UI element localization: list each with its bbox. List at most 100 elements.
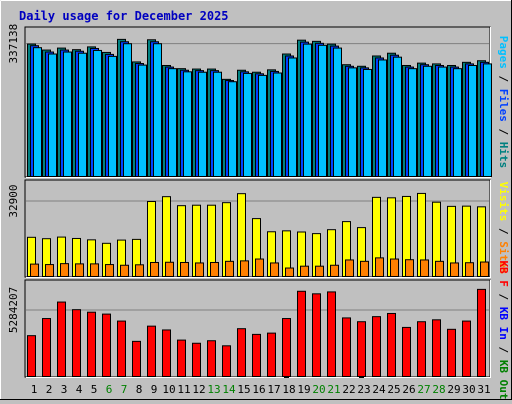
y-tick-label: 5284207	[7, 287, 20, 333]
bar-pages-day-16	[258, 74, 267, 177]
bar-sites-day-27	[420, 259, 429, 278]
bar-sites-day-6	[105, 264, 114, 278]
day-label-18: 18	[282, 383, 295, 396]
bars	[27, 38, 492, 178]
panel-hits-files-pages: 337138 Pages / Files / Hits	[7, 24, 510, 178]
bar-sites-day-25	[390, 258, 399, 277]
bar-kb-f-day-19	[297, 290, 306, 377]
bar-kb-f-day-12	[192, 342, 201, 378]
legend-files: Files	[497, 89, 510, 122]
day-label-9: 9	[151, 383, 158, 396]
legend-kb-in: KB In	[497, 307, 510, 340]
bar-kb-f-day-16	[252, 333, 261, 377]
bar-sites-day-18	[285, 267, 294, 277]
bar-pages-day-14	[228, 81, 237, 177]
day-label-28: 28	[432, 383, 445, 396]
day-label-1: 1	[31, 383, 38, 396]
bar-sites-day-20	[315, 265, 324, 277]
day-label-22: 22	[342, 383, 355, 396]
bar-sites-day-30	[465, 262, 474, 278]
bar-pages-day-7	[123, 43, 132, 177]
bar-kb-in-day-18	[284, 375, 289, 378]
bar-pages-day-12	[198, 71, 207, 177]
y-tick-label: 337138	[7, 24, 20, 64]
bar-sites-day-31	[480, 261, 489, 277]
bar-pages-day-2	[48, 53, 57, 177]
bar-sites-day-10	[165, 261, 174, 277]
bar-sites-day-11	[180, 261, 189, 278]
bar-kb-f-day-18	[282, 318, 291, 377]
day-label-16: 16	[252, 383, 265, 396]
bar-sites-day-15	[240, 260, 249, 278]
bar-pages-day-17	[273, 72, 282, 177]
day-label-11: 11	[177, 383, 190, 396]
chart-title: Daily usage for December 2025	[19, 9, 229, 23]
series-legend: Visits / Sites	[497, 182, 510, 275]
day-label-21: 21	[327, 383, 340, 396]
bar-pages-day-4	[78, 52, 87, 177]
bar-kb-f-day-31	[477, 288, 486, 378]
bar-kb-f-day-14	[222, 345, 231, 378]
legend-separator: /	[497, 287, 510, 307]
bar-kb-f-day-17	[267, 332, 276, 377]
bar-kb-f-day-10	[162, 329, 171, 378]
day-label-31: 31	[477, 383, 490, 396]
bar-kb-f-day-5	[87, 311, 96, 377]
day-label-23: 23	[357, 383, 370, 396]
bar-sites-day-2	[45, 264, 54, 278]
bar-pages-day-28	[438, 66, 447, 177]
legend-pages: Pages	[497, 36, 510, 69]
day-label-3: 3	[61, 383, 68, 396]
bar-pages-day-25	[393, 56, 402, 177]
bar-kb-f-day-23	[357, 321, 366, 377]
bar-kb-f-day-8	[132, 340, 141, 377]
day-label-17: 17	[267, 383, 280, 396]
legend-separator: /	[497, 340, 510, 360]
day-label-2: 2	[46, 383, 53, 396]
legend-visits: Visits	[497, 182, 510, 222]
day-label-24: 24	[372, 383, 386, 396]
day-label-25: 25	[387, 383, 400, 396]
panel-kbf-kbin-kbout: 5284207 KB F / KB In / KB Out	[7, 260, 510, 399]
bar-sites-day-4	[75, 263, 84, 277]
bar-pages-day-13	[213, 71, 222, 177]
bar-pages-day-1	[33, 47, 42, 178]
bar-sites-day-29	[450, 262, 459, 278]
legend-separator: /	[497, 221, 510, 241]
day-label-26: 26	[402, 383, 415, 396]
bar-sites-day-14	[225, 260, 234, 278]
bar-sites-day-9	[150, 261, 159, 278]
bar-sites-day-24	[375, 257, 384, 278]
bar-pages-day-31	[483, 63, 492, 178]
bar-pages-day-24	[378, 59, 387, 177]
bar-pages-day-27	[423, 65, 432, 177]
bar-pages-day-9	[153, 43, 162, 177]
bar-pages-day-19	[303, 43, 312, 177]
day-label-8: 8	[136, 383, 143, 396]
bar-kb-f-day-30	[462, 320, 471, 377]
bar-kb-f-day-21	[327, 291, 336, 378]
day-label-30: 30	[462, 383, 475, 396]
bar-kb-f-day-3	[57, 301, 66, 377]
bar-sites-day-26	[405, 259, 414, 278]
bar-kb-f-day-25	[387, 312, 396, 377]
day-label-27: 27	[417, 383, 430, 396]
legend-sites: Sites	[497, 241, 510, 274]
day-labels: 1 2 3 4 5 6 7 8 9 10 11 12 13 14 15 16 17 18 19 20 21 22 23 24 2…	[31, 383, 491, 396]
bar-kb-f-day-11	[177, 339, 186, 377]
bar-sites-day-7	[120, 264, 129, 277]
panel-visits-sites: 32900 Visits / Sites	[7, 179, 510, 278]
bar-kb-f-day-22	[342, 317, 351, 378]
legend-hits: Hits	[497, 142, 510, 169]
day-label-19: 19	[297, 383, 310, 396]
bar-sites-day-22	[345, 259, 354, 278]
bar-pages-day-29	[453, 68, 462, 177]
day-label-5: 5	[91, 383, 98, 396]
bar-pages-day-20	[318, 44, 327, 177]
bar-pages-day-3	[63, 51, 72, 177]
bar-pages-day-30	[468, 64, 477, 177]
bar-sites-day-28	[435, 260, 444, 278]
bar-kb-f-day-1	[27, 335, 36, 377]
series-legend: KB F / KB In / KB Out	[497, 260, 510, 399]
